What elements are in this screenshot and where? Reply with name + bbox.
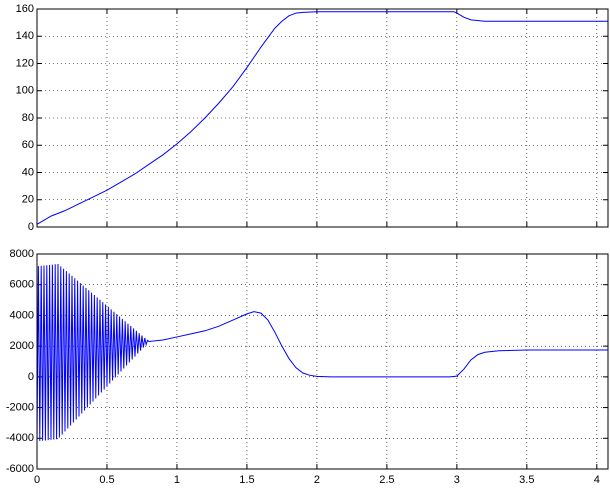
y-tick-label: 100 (16, 85, 34, 97)
x-tick-label: 3 (454, 474, 460, 486)
axes-box (36, 253, 609, 470)
y-tick-label: 80 (22, 112, 34, 124)
x-tick-label: 0 (34, 474, 40, 486)
y-tick-label: 8000 (10, 248, 34, 260)
data-line (36, 11, 608, 225)
y-tick-label: 140 (16, 30, 34, 42)
y-tick-label: -2000 (6, 401, 34, 413)
data-line (36, 263, 608, 442)
x-tick-label: 1 (174, 474, 180, 486)
y-tick-label: 120 (16, 57, 34, 69)
axes-background (37, 9, 608, 227)
y-tick-label: 40 (22, 166, 34, 178)
x-tick-label: 1.5 (239, 474, 254, 486)
y-tick-label: 2000 (10, 340, 34, 352)
x-tick-label: 2.5 (379, 474, 394, 486)
y-tick-label: 4000 (10, 309, 34, 321)
x-tick-label: 2 (314, 474, 320, 486)
y-tick-label: 0 (28, 371, 34, 383)
axes-background (37, 254, 608, 469)
y-tick-label: 60 (22, 139, 34, 151)
x-tick-label: 0.5 (99, 474, 114, 486)
y-tick-label: -6000 (6, 463, 34, 475)
y-tick-label: 0 (28, 221, 34, 233)
x-tick-label: 4 (594, 474, 600, 486)
y-tick-label: 6000 (10, 279, 34, 291)
y-tick-label: 160 (16, 3, 34, 15)
y-tick-label: 20 (22, 194, 34, 206)
axes-box (36, 8, 609, 228)
x-tick-label: 3.5 (519, 474, 534, 486)
y-tick-label: -4000 (6, 432, 34, 444)
